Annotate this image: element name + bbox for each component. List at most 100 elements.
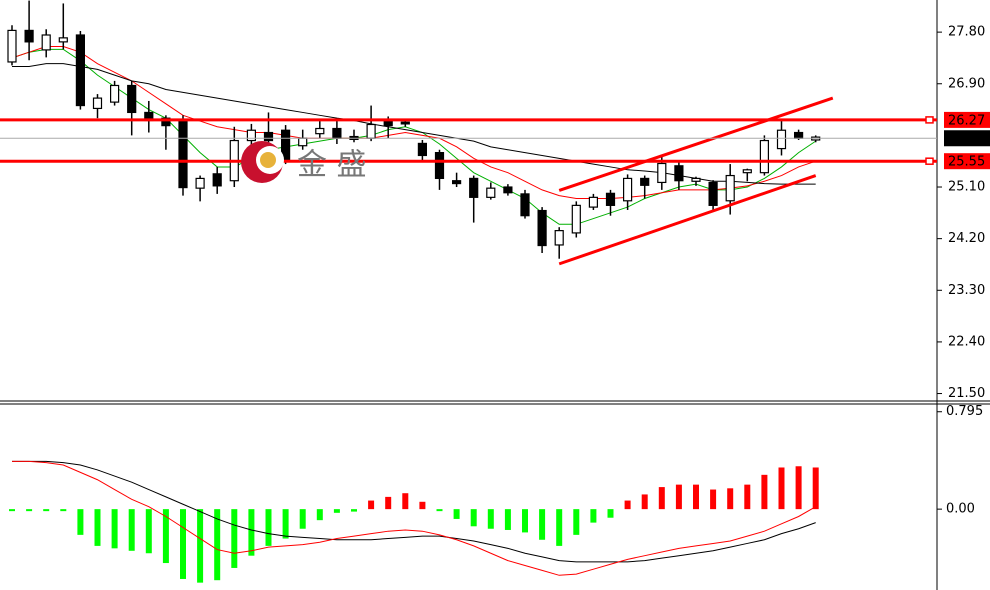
histogram-bar [778,467,785,510]
histogram-bar [368,500,375,510]
candle-body [486,187,496,198]
watermark [241,141,284,183]
candle-body [605,192,616,206]
histogram-bar [351,509,357,512]
candle-body [674,165,684,182]
histogram-bar [9,509,15,512]
y-tick-label: 26.90 [948,76,985,91]
candle-body [263,131,274,142]
histogram-bar [282,509,289,539]
watermark-text: 金 盛 [297,148,367,183]
histogram-bar [522,509,528,533]
histogram-bar [607,509,614,518]
histogram-bar [214,509,221,581]
candle-body [452,180,462,185]
candle-body [212,173,222,187]
candle-body [434,151,445,180]
candle-body [537,209,547,247]
level-marker [925,157,934,165]
histogram-bar [162,509,169,564]
candle-body [417,142,427,157]
histogram-bar [248,509,255,556]
histogram-bar [761,474,768,510]
candle-body [7,29,17,63]
histogram-bar [299,509,306,529]
histogram-bar [94,509,101,546]
histogram-bar [590,509,597,523]
y-tick-label: 27.80 [948,25,985,40]
level-label: 26.27 [948,113,985,128]
histogram-bar [641,494,648,510]
histogram-bar [43,509,50,512]
candle-body [776,129,787,150]
histogram-bar [385,496,392,510]
level-marker [925,116,934,124]
histogram-bar [727,488,734,510]
histogram-bar [60,509,67,512]
candle-body [315,127,325,135]
histogram-bar [111,509,118,549]
current-price-box [944,130,990,147]
candle-body [742,169,752,174]
histogram-bar [693,484,699,510]
level-box [944,153,990,170]
y-tick-label: 24.20 [948,231,985,246]
candle-body [469,177,479,198]
candle-body [520,193,530,217]
histogram-bar [77,509,84,535]
histogram-bar [145,509,152,554]
histogram-bar [487,509,494,529]
current-price-label: 25.95 [948,132,989,147]
candle-body [554,230,564,246]
candle-body [109,84,120,103]
candle-body [503,186,513,194]
histogram-bar [231,509,238,568]
histogram-bar [675,484,682,510]
histogram-bar [333,509,340,513]
histogram-bar [658,487,665,510]
histogram-bar [197,509,204,583]
candle-body [58,37,68,43]
histogram-bar [710,489,717,510]
candle-body [366,123,376,139]
y-tick-label: 25.10 [948,180,985,195]
histogram-bar [504,509,511,530]
candle-body [793,131,804,139]
candle-body [298,137,308,147]
logo [260,152,276,168]
histogram-bar [26,509,33,512]
candle-body [127,84,137,114]
histogram-bar [539,509,546,540]
histogram-bar [128,509,135,551]
histogram-bar [180,509,186,579]
histogram-bar [453,509,460,519]
indicator-line [11,45,816,199]
candle-body [725,174,735,202]
candle-body [657,162,667,184]
y-tick-label: 0.795 [946,404,983,419]
y-tick-label: 22.40 [948,334,985,349]
y-tick-label: 23.30 [948,283,985,298]
level-box [944,111,990,128]
candle-body [571,204,581,234]
histogram-bar [316,509,323,521]
candle-body [588,196,599,208]
candle-body [24,29,34,43]
histogram-bar [795,466,802,510]
histogram-bar [624,500,631,510]
trendline [558,96,834,192]
candle-body [75,34,86,107]
candle-body [708,181,718,206]
level-label: 25.55 [948,155,985,170]
histogram-bar [744,484,751,510]
candle-body [92,97,103,110]
candle-body [400,121,410,125]
indicator-line [11,48,816,225]
histogram-bar [419,501,426,510]
histogram-bar [436,509,443,512]
histogram-bar [265,509,272,546]
candle-body [246,129,256,142]
candle-body [178,119,188,189]
indicator-line [12,460,816,576]
